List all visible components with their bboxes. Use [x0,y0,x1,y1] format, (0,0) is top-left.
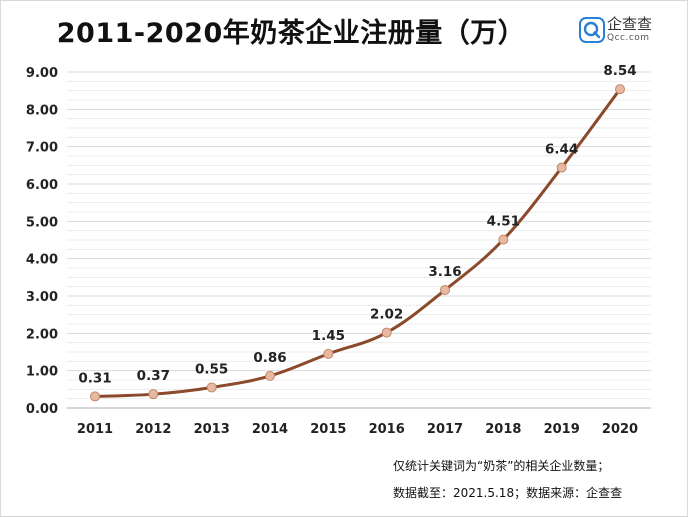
data-label: 4.51 [487,214,520,230]
data-point [206,382,217,393]
x-tick-label: 2017 [427,422,463,437]
series-line [94,88,622,398]
footnote-line-1: 仅统计关键词为“奶茶”的相关企业数量； [393,459,610,473]
data-label: 2.02 [370,307,403,323]
data-point [556,162,567,173]
y-tick-label: 7.00 [26,141,58,156]
y-tick-label: 1.00 [26,365,58,380]
data-label: 0.31 [78,370,111,386]
x-tick-label: 2019 [544,422,580,437]
data-points [90,84,625,402]
footnote: 仅统计关键词为“奶茶”的相关企业数量； 数据截至：2021.5.18；数据来源：… [393,453,622,507]
data-labels: 0.31 0.37 0.55 0.86 1.45 2.02 3.16 4.51 6.44 8.54 [78,63,636,386]
qcc-logo-icon [579,17,605,43]
x-tick-label: 2020 [602,422,638,437]
y-tick-label: 9.00 [26,66,58,81]
gridlines [67,71,651,409]
data-point [148,389,159,400]
data-point [90,391,100,402]
y-tick-label: 3.00 [26,290,58,305]
data-point [498,234,509,245]
chart-title: 2011-2020年奶茶企业注册量（万） [56,18,526,49]
data-label: 6.44 [545,142,578,158]
brand-name: 企查查 [607,15,653,33]
brand-domain: Qcc.com [607,33,650,43]
data-point [381,327,392,338]
y-tick-label: 4.00 [26,253,58,268]
data-label: 1.45 [312,328,345,344]
y-tick-label: 2.00 [26,327,58,342]
brand-logo: 企查查 Qcc.com [579,13,688,53]
footnote-line-2: 数据截至：2021.5.18；数据来源：企查查 [393,486,623,500]
y-axis-ticks: 0.00 1.00 2.00 3.00 4.00 5.00 6.00 7.00 8.00 9.00 [26,66,58,417]
data-label: 8.54 [603,63,636,79]
x-tick-label: 2011 [77,422,113,437]
x-tick-label: 2018 [485,422,521,437]
data-label: 0.37 [137,368,170,384]
y-tick-label: 0.00 [26,402,58,417]
data-label: 3.16 [428,264,461,280]
x-tick-label: 2016 [369,422,405,437]
x-tick-label: 2012 [135,422,171,437]
x-tick-label: 2014 [252,422,288,437]
data-point [615,84,625,95]
y-tick-label: 6.00 [26,178,58,193]
y-tick-label: 5.00 [26,215,58,230]
data-label: 0.86 [253,350,286,366]
x-tick-label: 2015 [310,422,346,437]
x-tick-label: 2013 [194,422,230,437]
data-point [265,370,275,381]
x-axis-ticks: 2011 2012 2013 2014 2015 2016 2017 2018 2019 2020 [77,422,638,437]
data-label: 0.55 [195,361,228,377]
data-point [323,348,334,359]
y-tick-label: 8.00 [26,103,58,118]
data-point [440,285,450,296]
